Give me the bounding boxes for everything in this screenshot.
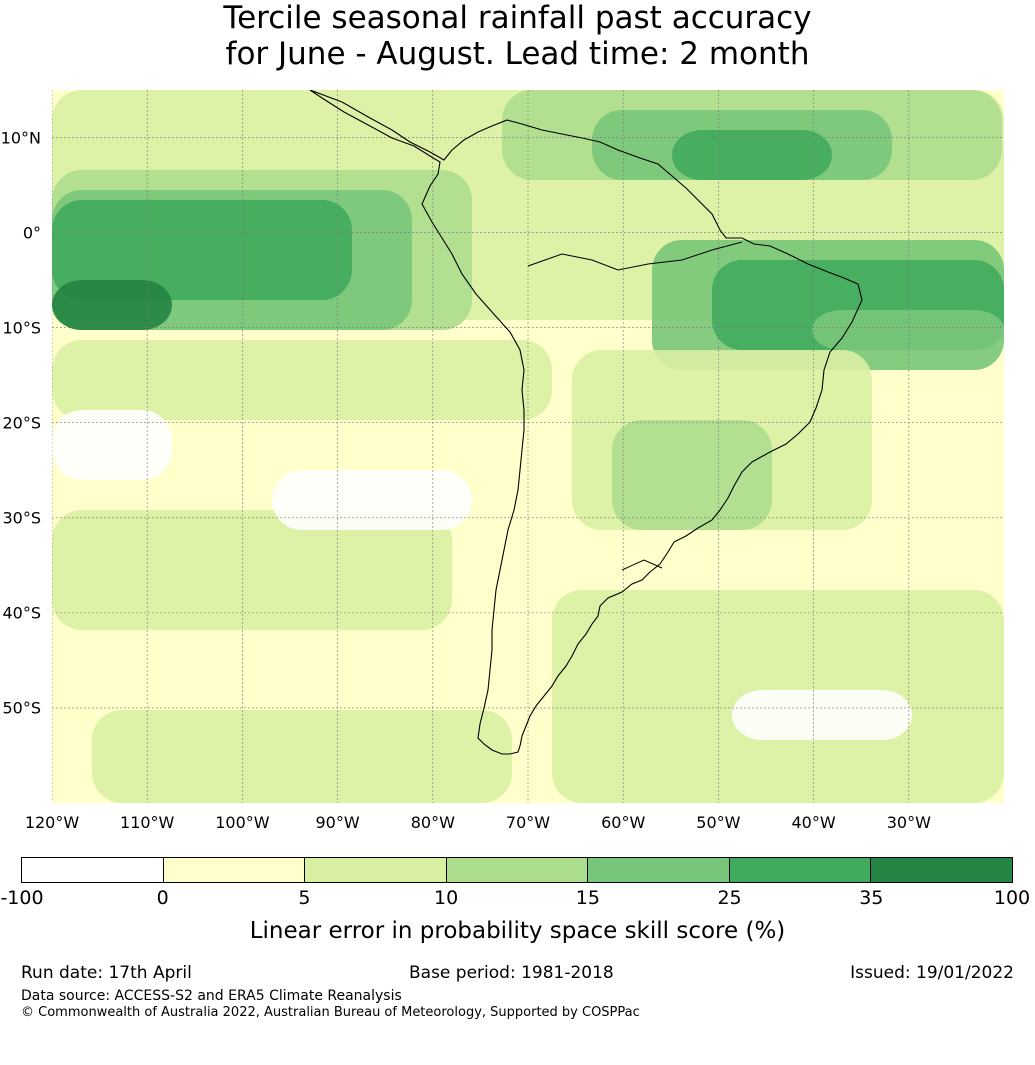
- longitude-label: 70°W: [505, 813, 551, 832]
- colorbar-swatch: [163, 858, 306, 882]
- skill-region: [672, 130, 832, 180]
- map-title: Tercile seasonal rainfall past accuracy …: [0, 0, 1035, 72]
- latitude-label: 10°S: [2, 318, 41, 338]
- copyright: © Commonwealth of Australia 2022, Austra…: [21, 1005, 640, 1020]
- skill-region: [272, 470, 472, 530]
- skill-region: [92, 710, 512, 803]
- amazon-river: [527, 241, 743, 271]
- longitude-label: 60°W: [601, 813, 646, 832]
- colorbar-tick: 5: [298, 887, 311, 909]
- longitude-label: 110°W: [120, 813, 175, 832]
- colorbar-swatch: [729, 858, 872, 882]
- colorbar-tick: -100: [0, 887, 44, 909]
- colorbar-label: Linear error in probability space skill …: [249, 918, 786, 944]
- skill-region: [52, 410, 172, 480]
- run-date: Run date: 17th April: [21, 963, 192, 983]
- colorbar-tick: 0: [156, 887, 169, 909]
- longitude-label: 100°W: [215, 813, 270, 832]
- latitude-label: 40°S: [2, 603, 41, 623]
- colorbar: [21, 857, 1013, 883]
- longitude-label: 40°W: [791, 813, 836, 832]
- skill-region: [52, 200, 352, 300]
- south-america-coastline: [309, 90, 863, 755]
- colorbar-swatch: [871, 858, 1013, 882]
- base-period: Base period: 1981-2018: [409, 963, 614, 983]
- skill-region: [612, 420, 772, 530]
- longitude-label: 120°W: [24, 813, 80, 832]
- colorbar-swatch: [446, 858, 589, 882]
- latitude-label: 10°N: [0, 128, 41, 148]
- skill-region: [52, 510, 452, 630]
- rio-de-la-plata: [621, 559, 663, 571]
- issued-date: Issued: 19/01/2022: [850, 963, 1014, 983]
- latitude-label: 0°: [22, 223, 41, 243]
- colorbar-tick: 10: [434, 887, 459, 909]
- title-line-1: Tercile seasonal rainfall past accuracy: [223, 0, 812, 36]
- skill-region: [732, 690, 912, 740]
- skill-shading: [52, 90, 1004, 803]
- colorbar-tick: 35: [859, 887, 884, 909]
- longitude-label: 90°W: [315, 813, 360, 832]
- colorbar-swatch: [588, 858, 730, 882]
- colorbar-swatch: [22, 858, 164, 882]
- colorbar-tick: 100: [993, 887, 1031, 909]
- longitude-label: 80°W: [410, 813, 455, 832]
- skill-region: [812, 310, 1004, 350]
- colorbar-tick: 15: [575, 887, 600, 909]
- longitude-label: 50°W: [696, 813, 741, 832]
- data-source: Data source: ACCESS-S2 and ERA5 Climate …: [21, 988, 402, 1004]
- skill-score-map: [52, 90, 1004, 803]
- latitude-label: 20°S: [2, 413, 41, 433]
- colorbar-swatch: [305, 858, 447, 882]
- longitude-label: 30°W: [886, 813, 931, 832]
- skill-region: [52, 340, 552, 420]
- latitude-label: 50°S: [2, 698, 41, 718]
- latitude-label: 30°S: [2, 508, 41, 528]
- skill-region: [52, 280, 172, 330]
- map-gridlines: [52, 90, 1004, 803]
- title-line-2: for June - August. Lead time: 2 month: [225, 36, 810, 72]
- colorbar-tick: 25: [717, 887, 742, 909]
